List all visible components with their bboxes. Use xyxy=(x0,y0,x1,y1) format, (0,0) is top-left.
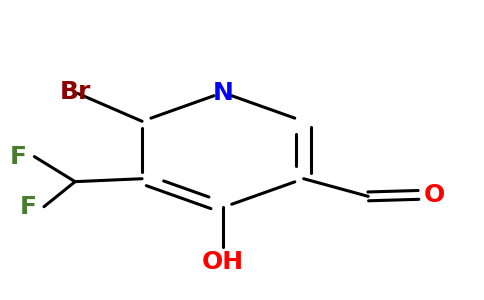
Text: F: F xyxy=(10,145,27,169)
Text: Br: Br xyxy=(60,80,91,104)
Text: OH: OH xyxy=(202,250,244,274)
Text: F: F xyxy=(20,195,37,219)
Text: N: N xyxy=(212,81,233,105)
Text: O: O xyxy=(424,183,445,207)
